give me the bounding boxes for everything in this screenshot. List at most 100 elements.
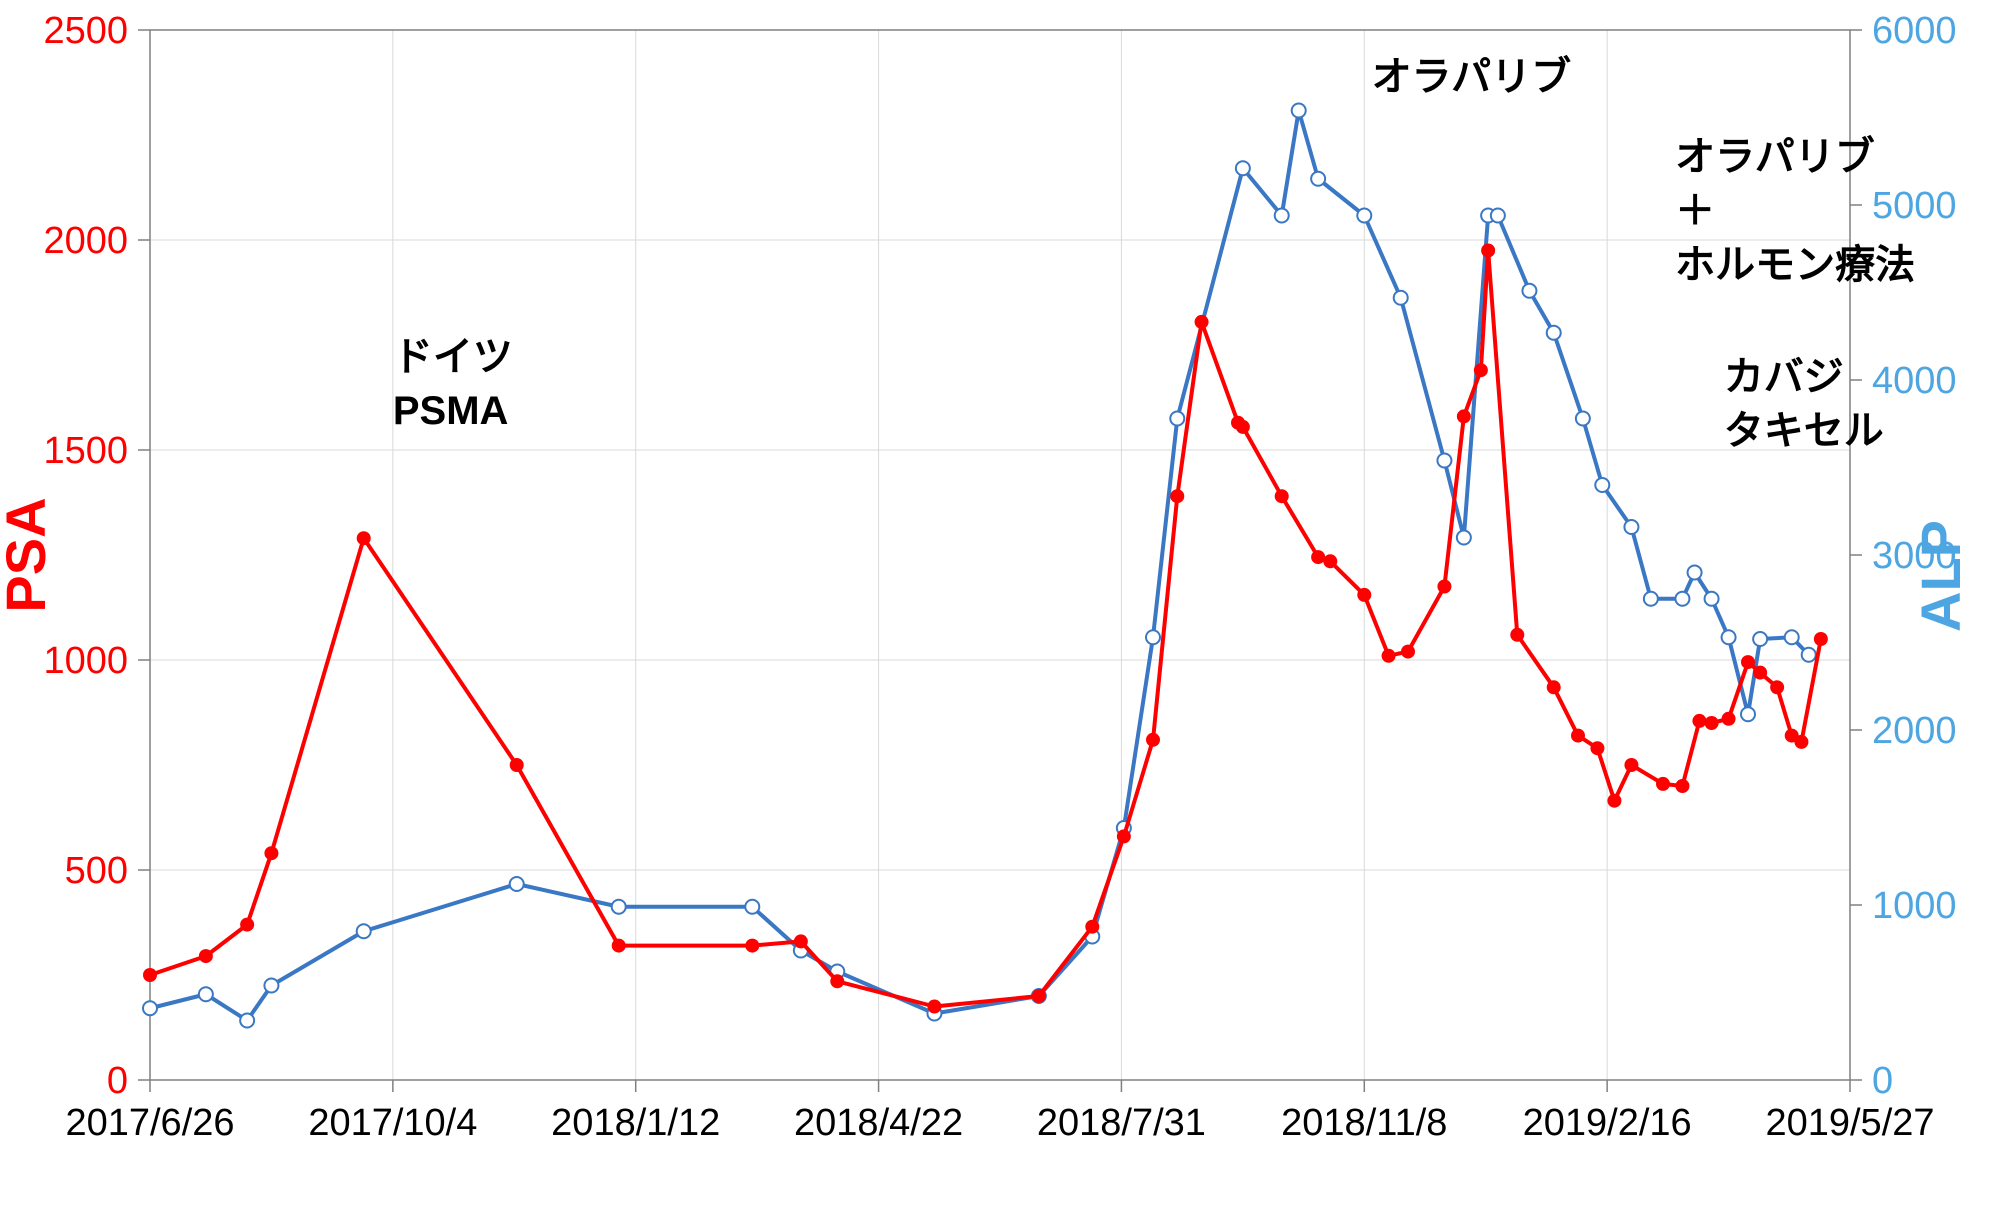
x-tick-label: 2019/5/27 [1765,1102,1934,1144]
alp-series-marker [1170,412,1184,426]
chart-bg [0,0,1990,1206]
alp-series-marker [1675,592,1689,606]
annotation-text: タキセル [1724,409,1884,453]
y-left-tick-label: 500 [65,850,128,892]
alp-series-marker [1522,284,1536,298]
alp-series-marker [1753,632,1767,646]
psa-series-marker [612,939,626,953]
y-right-tick-label: 6000 [1872,10,1957,52]
x-tick-label: 2018/1/12 [551,1102,720,1144]
psa-series-marker [143,968,157,982]
x-tick-label: 2019/2/16 [1523,1102,1692,1144]
annotation-text: オラパリブ [1372,54,1572,99]
chart-container: 2017/6/26 2017/10/4 2018/1/12 2018/4/22 2018… [0,0,1990,1206]
psa-series-marker [1457,409,1471,423]
x-tick-label: 2018/7/31 [1037,1102,1206,1144]
psa-series-marker [1547,680,1561,694]
alp-series-marker [1457,531,1471,545]
alp-series-marker [264,979,278,993]
y-left-axis-label: PSA [0,497,57,612]
alp-series-marker [1357,209,1371,223]
alp-series-marker [510,877,524,891]
alp-series-marker [1576,412,1590,426]
alp-series-marker [612,900,626,914]
psa-series-marker [1195,315,1209,329]
alp-series-marker [1595,478,1609,492]
psa-series-marker [1357,588,1371,602]
alp-series-marker [143,1001,157,1015]
psa-series-marker [264,846,278,860]
alp-series-marker [1292,104,1306,118]
alp-series-marker [745,900,759,914]
alp-series-marker [1688,566,1702,580]
psa-series-marker [1311,550,1325,564]
psa-series-marker [1323,554,1337,568]
psa-series-marker [1170,489,1184,503]
psa-series-marker [1510,628,1524,642]
psa-series-marker [1437,580,1451,594]
psa-series-marker [1590,741,1604,755]
alp-series-marker [1802,648,1816,662]
y-right-tick-label: 4000 [1872,360,1957,402]
psa-series-marker [1722,712,1736,726]
psa-series-marker [1753,666,1767,680]
psa-series-marker [1236,420,1250,434]
psa-series-marker [240,918,254,932]
alp-series-marker [1491,209,1505,223]
psa-series-marker [745,939,759,953]
alp-series-marker [1741,707,1755,721]
psa-series-marker [510,758,524,772]
psa-series-marker [927,1000,941,1014]
alp-series-marker [1437,454,1451,468]
alp-series-marker [1722,630,1736,644]
psa-series-marker [1571,729,1585,743]
psa-series-marker [1382,649,1396,663]
psa-series-marker [794,934,808,948]
psa-series-marker [1624,758,1638,772]
annotation-text: ドイツ [393,335,513,379]
psa-series-marker [1692,714,1706,728]
alp-series-marker [1705,592,1719,606]
y-right-tick-label: 2000 [1872,710,1957,752]
psa-series-marker [1705,716,1719,730]
y-right-tick-label: 0 [1872,1060,1893,1102]
annotation-text: PSMA [393,389,509,433]
y-left-tick-label: 2500 [43,10,128,52]
psa-series-marker [1741,655,1755,669]
psa-series-marker [1401,645,1415,659]
alp-series-marker [1394,291,1408,305]
psa-series-marker [1085,920,1099,934]
y-right-tick-label: 5000 [1872,185,1957,227]
alp-series-marker [1547,326,1561,340]
psa-series-marker [1146,733,1160,747]
alp-series-marker [199,987,213,1001]
alp-series-marker [1146,630,1160,644]
annotation-text: ホルモン療法 [1675,243,1915,287]
y-left-tick-label: 1500 [43,430,128,472]
y-left-tick-label: 0 [107,1060,128,1102]
psa-series-marker [1474,363,1488,377]
alp-series-marker [1236,161,1250,175]
alp-series-marker [1311,172,1325,186]
x-tick-label: 2017/10/4 [308,1102,477,1144]
psa-series-marker [1794,735,1808,749]
x-tick-label: 2017/6/26 [65,1102,234,1144]
annotation-text: ＋ [1675,189,1715,233]
psa-series-marker [1275,489,1289,503]
y-left-tick-label: 1000 [43,640,128,682]
annotation-text: カバジ [1724,355,1844,399]
y-left-tick-label: 2000 [43,220,128,262]
annotation-1: オラパリブ [1372,54,1572,99]
psa-series-marker [1117,829,1131,843]
annotation-text: オラパリブ [1675,134,1875,179]
psa-series-marker [1814,632,1828,646]
psa-series-marker [1770,680,1784,694]
dual-axis-line-chart: 2017/6/26 2017/10/4 2018/1/12 2018/4/22 2018… [0,0,1990,1206]
psa-series-marker [357,531,371,545]
psa-series-marker [1656,777,1670,791]
alp-series-marker [1644,592,1658,606]
x-tick-label: 2018/4/22 [794,1102,963,1144]
psa-series-marker [1607,794,1621,808]
alp-series-marker [1624,520,1638,534]
psa-series-marker [199,949,213,963]
